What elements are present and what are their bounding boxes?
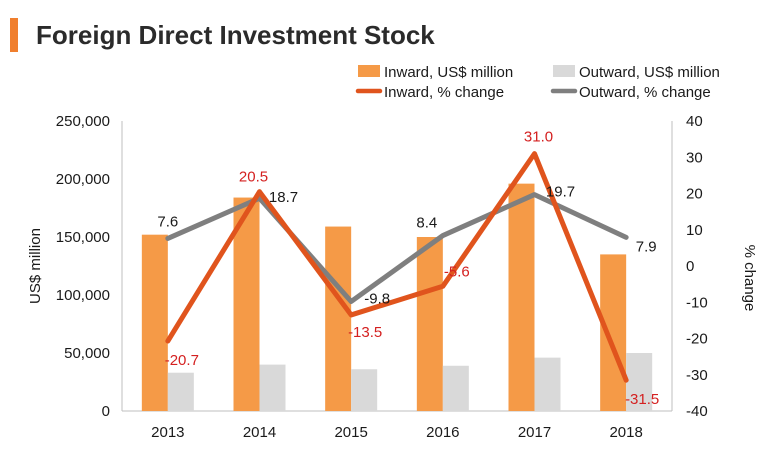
chart-title: Foreign Direct Investment Stock bbox=[36, 19, 435, 50]
inward-bar bbox=[508, 183, 535, 411]
y2-tick-label: 20 bbox=[686, 186, 703, 203]
inward-pct-data-label: -20.7 bbox=[165, 352, 199, 369]
x-tick-label: 2013 bbox=[151, 424, 184, 441]
title-bar: Foreign Direct Investment Stock bbox=[10, 18, 435, 52]
title-accent-bar bbox=[10, 18, 18, 52]
y2-tick-label: -20 bbox=[686, 331, 708, 348]
outward-bar bbox=[442, 365, 469, 411]
legend-inward-bar-swatch bbox=[358, 65, 380, 77]
y2-tick-label: 0 bbox=[686, 258, 694, 275]
y-axis-title: US$ million bbox=[27, 228, 44, 304]
inward-bar bbox=[325, 226, 352, 411]
outward-bar bbox=[167, 372, 194, 411]
x-tick-label: 2018 bbox=[609, 424, 642, 441]
inward-pct-change-line bbox=[165, 151, 629, 383]
legend-inward-bar-label: Inward, US$ million bbox=[384, 64, 513, 81]
inward-bar bbox=[416, 237, 443, 411]
outward-pct-data-label: 8.4 bbox=[416, 215, 437, 232]
y2-tick-label: 40 bbox=[686, 113, 703, 130]
x-tick-label: 2017 bbox=[518, 424, 551, 441]
legend-outward-bar-swatch bbox=[553, 65, 575, 77]
inward-bar bbox=[141, 234, 168, 411]
inward-pct-data-label: -31.5 bbox=[625, 391, 659, 408]
legend-outward-line-label: Outward, % change bbox=[579, 84, 711, 101]
x-tick-label: 2014 bbox=[243, 424, 276, 441]
outward-bar bbox=[534, 357, 561, 411]
y-tick-label: 50,000 bbox=[64, 345, 110, 362]
y-tick-label: 200,000 bbox=[56, 171, 110, 188]
outward-pct-data-label: 18.7 bbox=[269, 189, 298, 206]
y2-tick-label: -10 bbox=[686, 294, 708, 311]
legend-outward-bar-label: Outward, US$ million bbox=[579, 64, 720, 81]
inward-pct-data-label: 31.0 bbox=[524, 129, 553, 146]
x-tick-label: 2015 bbox=[334, 424, 367, 441]
y2-tick-label: 10 bbox=[686, 222, 703, 239]
y2-axis-title: % change bbox=[741, 245, 758, 312]
inward-pct-data-label: -5.6 bbox=[444, 263, 470, 280]
outward-pct-data-label: -9.8 bbox=[364, 291, 390, 308]
inward-bar bbox=[233, 197, 260, 411]
outward-bar bbox=[351, 369, 378, 411]
y2-tick-label: -30 bbox=[686, 367, 708, 384]
y2-tick-label: 30 bbox=[686, 149, 703, 166]
legend-inward-line-label: Inward, % change bbox=[384, 84, 504, 101]
inward-pct-data-label: 20.5 bbox=[239, 169, 268, 186]
y-tick-label: 250,000 bbox=[56, 113, 110, 130]
inward-bar bbox=[600, 254, 627, 411]
y2-tick-label: -40 bbox=[686, 403, 708, 420]
outward-bar bbox=[626, 353, 653, 411]
y-tick-label: 0 bbox=[102, 403, 110, 420]
outward-pct-data-label: 19.7 bbox=[546, 184, 575, 201]
y-tick-label: 150,000 bbox=[56, 229, 110, 246]
x-tick-label: 2016 bbox=[426, 424, 459, 441]
outward-pct-data-label: 7.6 bbox=[157, 213, 178, 230]
outward-bar bbox=[259, 364, 286, 411]
outward-pct-change-line bbox=[165, 192, 629, 305]
outward-pct-data-label: 7.9 bbox=[636, 238, 657, 255]
y-tick-label: 100,000 bbox=[56, 287, 110, 304]
inward-pct-data-label: -13.5 bbox=[348, 324, 382, 341]
